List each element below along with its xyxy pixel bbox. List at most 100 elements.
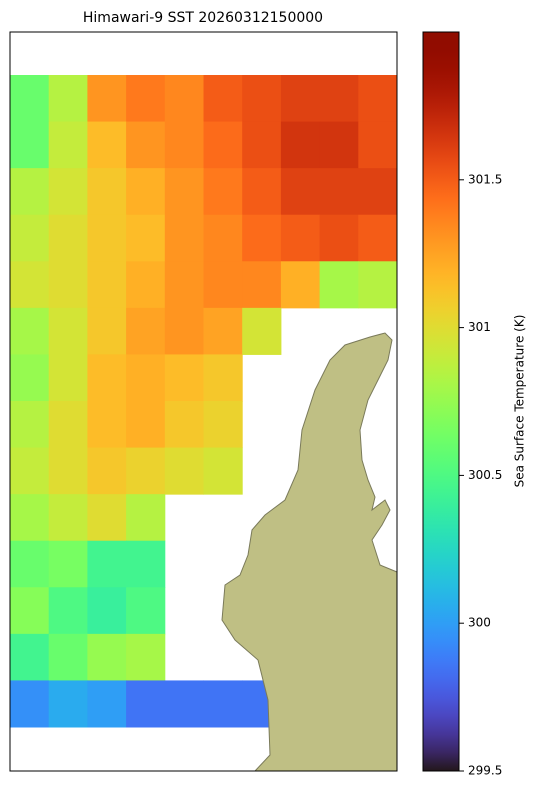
cell [358,121,398,169]
cell [203,307,243,355]
cell [126,121,166,169]
cell [48,447,88,495]
cell [48,401,88,449]
cell [126,261,166,309]
cell [126,540,166,588]
colorbar-label: Sea Surface Temperature (K) [513,315,527,488]
cell [319,168,359,216]
cell [319,75,359,123]
cell [10,587,50,635]
cell [358,168,398,216]
cell [10,214,50,262]
cell [10,680,50,728]
land [221,332,398,772]
cell [10,261,50,309]
cell [10,401,50,449]
cell [203,354,243,402]
colorbar [422,31,460,772]
cell [87,168,127,216]
cell [164,214,204,262]
cell [164,680,204,728]
cell [87,121,127,169]
cell [87,540,127,588]
cell [48,168,88,216]
colorbar-tick-label: 299.5 [468,764,502,778]
cell [87,214,127,262]
cell [48,75,88,123]
cell [203,214,243,262]
cell [48,494,88,542]
cell [242,75,282,123]
cell [87,261,127,309]
cell [48,354,88,402]
cell [126,354,166,402]
cell [87,75,127,123]
cell [203,680,243,728]
cell [164,75,204,123]
cell [164,307,204,355]
heatmap [10,75,398,728]
cell [48,261,88,309]
cell [358,261,398,309]
cell [164,168,204,216]
cell [126,75,166,123]
cell [10,540,50,588]
chart-title: Himawari-9 SST 20260312150000 [83,10,323,26]
cell [203,168,243,216]
plot-frame [9,31,398,772]
cell [242,307,282,355]
cell [203,447,243,495]
cell [164,401,204,449]
cell [48,587,88,635]
cell [126,633,166,681]
cell [280,261,321,309]
cell [280,214,321,262]
cell [48,121,88,169]
cell [87,587,127,635]
cell [10,168,50,216]
cell [164,447,204,495]
cell [87,307,127,355]
cell [203,121,243,169]
cell [48,633,88,681]
cell [126,494,166,542]
cell [10,75,50,123]
cell [358,214,398,262]
cell [280,168,321,216]
cell [319,214,359,262]
cell [164,354,204,402]
cell [126,447,166,495]
cell [358,75,398,123]
cell [87,494,127,542]
cell [10,494,50,542]
cell [319,261,359,309]
cell [126,401,166,449]
cell [126,587,166,635]
cell [48,307,88,355]
cell [242,214,282,262]
cell [10,121,50,169]
colorbar-tick-label: 301.5 [468,172,502,186]
cell [87,680,127,728]
cell [203,75,243,123]
colorbar-tick-label: 300 [468,616,491,630]
cell [126,680,166,728]
cell [203,261,243,309]
cell [10,447,50,495]
cell [280,75,321,123]
cell [164,121,204,169]
cell [126,214,166,262]
cell [87,447,127,495]
cell [10,633,50,681]
cell [126,307,166,355]
colorbar-tick-label: 300.5 [468,468,502,482]
cell [203,401,243,449]
cell [242,121,282,169]
cell [48,680,88,728]
cell [87,633,127,681]
cell [10,307,50,355]
cell [242,168,282,216]
cell [87,354,127,402]
cell [242,261,282,309]
